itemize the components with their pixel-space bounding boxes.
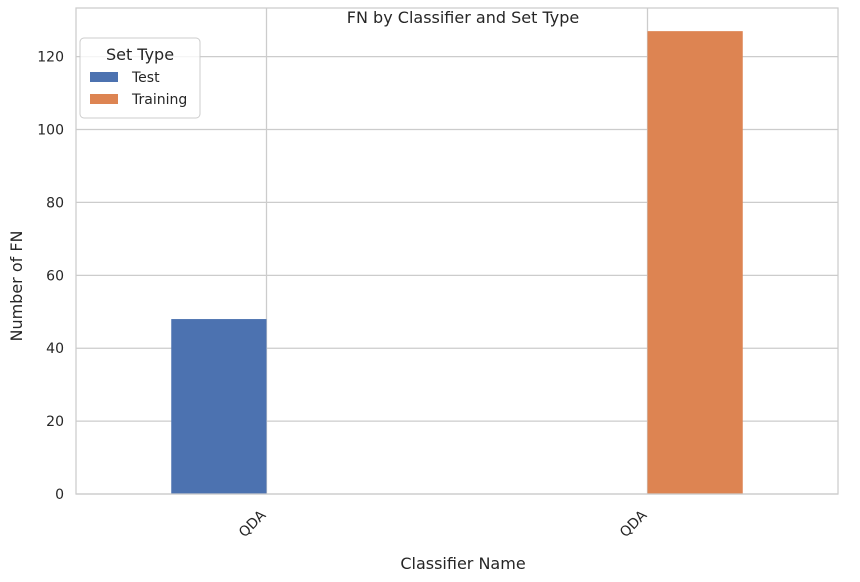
bar-training-1 [647,31,743,495]
plot-frame [75,7,839,495]
y-tick-label: 120 [37,50,64,66]
y-tick-label: 40 [46,341,64,357]
legend: Set Type Test Training [79,37,201,119]
x-axis-ticks: QDA QDA [236,507,651,541]
y-tick-label: 80 [46,195,64,211]
legend-label-test: Test [131,70,160,86]
y-tick-label: 60 [46,268,64,284]
y-axis-ticks: 0 20 40 60 80 100 120 [37,50,64,503]
y-tick-label: 100 [37,123,64,139]
bars [171,31,743,495]
legend-swatch-training [90,94,118,104]
x-tick-label: QDA [236,507,270,541]
bar-test-0 [171,319,267,494]
x-axis-label: Classifier Name [400,554,525,573]
chart-title: FN by Classifier and Set Type [347,8,579,27]
legend-swatch-test [90,72,118,82]
y-axis-label: Number of FN [7,230,26,341]
legend-label-training: Training [131,92,187,108]
y-tick-label: 20 [46,414,64,430]
legend-title: Set Type [106,45,174,64]
y-tick-label: 0 [55,487,64,503]
x-tick-label: QDA [617,507,651,541]
